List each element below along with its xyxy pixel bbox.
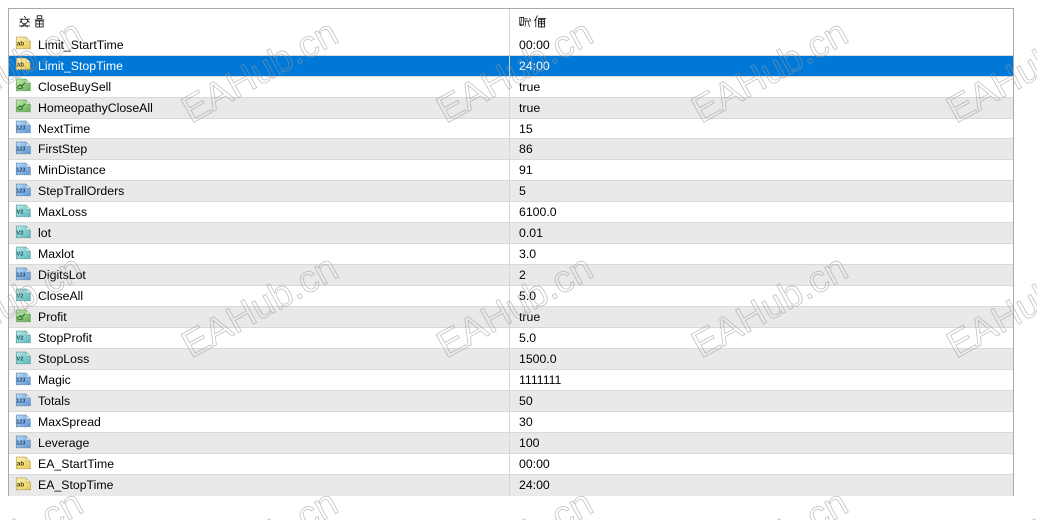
svg-text:123: 123 <box>16 147 25 153</box>
svg-text:V2: V2 <box>16 335 23 341</box>
svg-text:123: 123 <box>16 398 25 404</box>
svg-text:ab: ab <box>17 62 25 69</box>
svg-text:V2: V2 <box>16 230 23 236</box>
svg-text:ab: ab <box>17 41 25 48</box>
svg-text:V2: V2 <box>16 251 23 257</box>
svg-text:123: 123 <box>16 377 25 383</box>
svg-text:V2: V2 <box>16 293 23 299</box>
svg-text:ab: ab <box>17 460 25 467</box>
svg-text:123: 123 <box>16 189 25 195</box>
svg-text:123: 123 <box>16 168 25 174</box>
svg-text:123: 123 <box>16 272 25 278</box>
svg-text:ab: ab <box>17 482 25 489</box>
svg-text:123: 123 <box>16 126 25 132</box>
svg-text:123: 123 <box>16 419 25 425</box>
svg-text:V2: V2 <box>16 209 23 215</box>
svg-text:V2: V2 <box>16 356 23 362</box>
svg-text:123: 123 <box>16 440 25 446</box>
